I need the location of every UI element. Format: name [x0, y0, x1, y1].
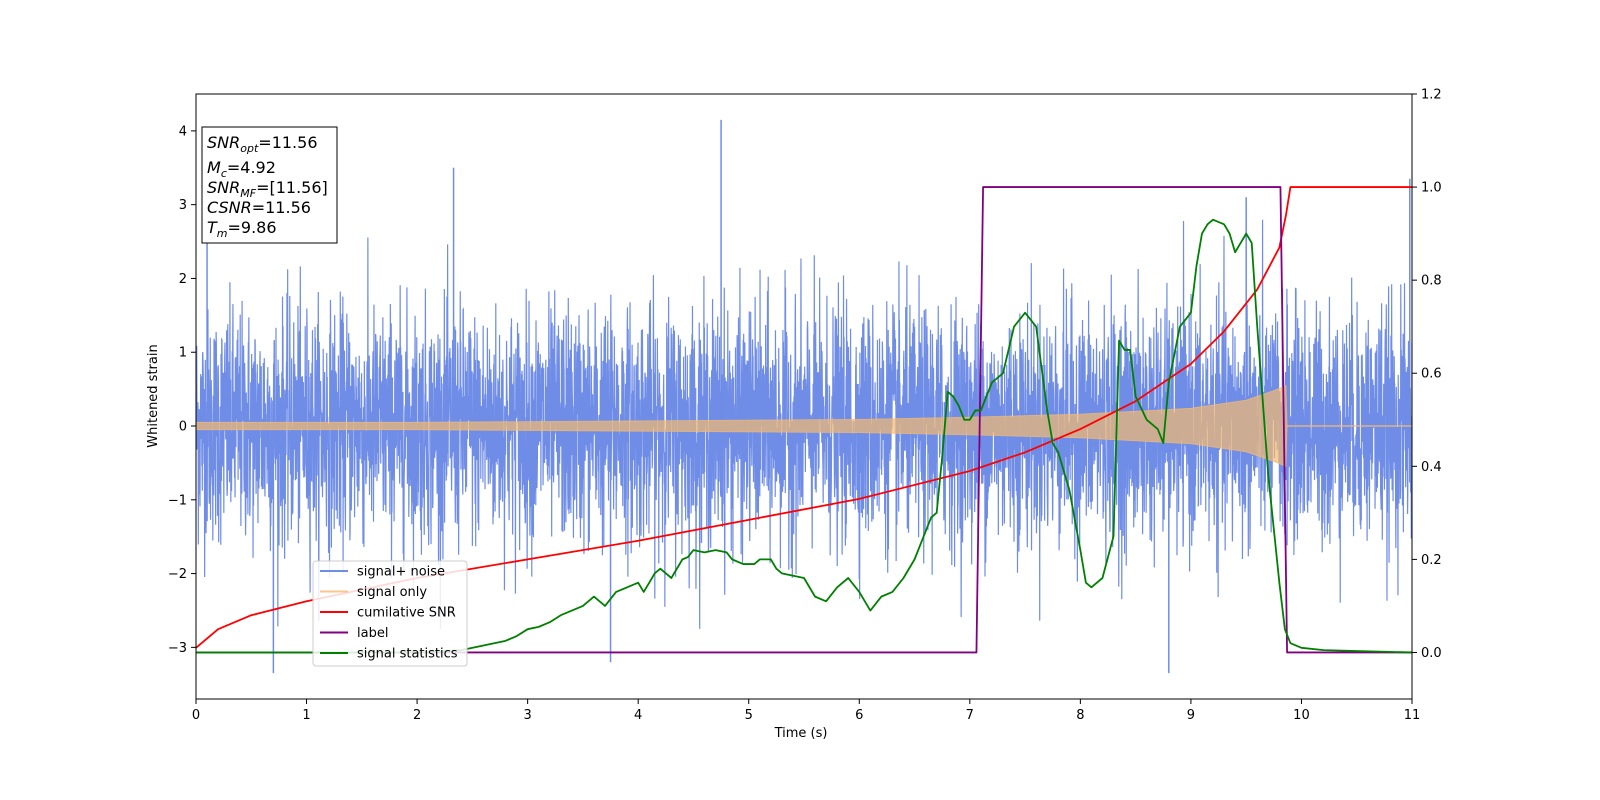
x-tick-label: 7	[966, 708, 974, 723]
y-tick-label-right: 1.0	[1421, 181, 1442, 196]
y-tick-label-right: 0.2	[1421, 553, 1442, 568]
x-tick-label: 5	[745, 708, 753, 723]
y-tick-label-left: 1	[179, 346, 187, 361]
y-tick-label-right: 0.0	[1421, 646, 1442, 661]
legend-label: cumilative SNR	[357, 606, 456, 621]
plot-frame	[195, 93, 1413, 700]
x-tick-label: 9	[1187, 708, 1195, 723]
y-tick-label-left: 2	[179, 272, 187, 287]
x-tick-label: 8	[1076, 708, 1084, 723]
y-tick-label-right: 0.8	[1421, 274, 1442, 289]
info-snr-opt: SNRopt=11.56	[207, 133, 318, 155]
info-box: SNRopt=11.56 Mc=4.92 SNRMF=[11.56] CSNR=…	[201, 126, 338, 244]
y-tick-label-right: 0.4	[1421, 460, 1442, 475]
x-tick-label: 10	[1293, 708, 1310, 723]
legend-label: signal+ noise	[357, 565, 445, 580]
legend-frame	[312, 560, 468, 667]
legend-label: signal only	[357, 585, 427, 600]
plot-area	[196, 119, 1412, 674]
info-tm: Tm=9.86	[207, 218, 277, 240]
y-tick-label-left: −1	[168, 493, 187, 508]
x-tick-label: 3	[523, 708, 531, 723]
x-tick-label: 6	[855, 708, 863, 723]
info-mc: Mc=4.92	[207, 158, 276, 180]
x-tick-label: 11	[1404, 708, 1421, 723]
info-csnr: CSNR=11.56	[207, 198, 311, 217]
x-tick-label: 2	[413, 708, 421, 723]
y-tick-label-left: −2	[168, 567, 187, 582]
info-snr-mf: SNRMF=[11.56]	[207, 178, 328, 200]
info-box-frame	[201, 126, 338, 244]
y-tick-label-left: 4	[179, 124, 187, 139]
legend: signal+ noise signal only cumilative SNR la…	[312, 560, 468, 667]
y-axis-label: Whitened strain	[146, 344, 161, 447]
y-tick-label-right: 0.6	[1421, 367, 1442, 382]
series-signal-statistics	[196, 218, 1412, 654]
series-label	[196, 186, 1412, 654]
y-tick-label-left: −3	[168, 641, 187, 656]
x-axis-label: Time (s)	[774, 726, 828, 741]
x-tick-label: 0	[192, 708, 200, 723]
x-tick-label: 1	[302, 708, 310, 723]
y-tick-label-right: 1.2	[1421, 88, 1442, 103]
y-tick-label-left: 0	[179, 420, 187, 435]
legend-label: signal statistics	[357, 647, 458, 662]
legend-label: label	[357, 626, 388, 641]
y-tick-label-left: 3	[179, 198, 187, 213]
axes: 0 1 2 3 4 5 6 7 8 9 10 11 −3 −2 −1 0 1 2 3 4 0.0 0.2 0.4 0.6 0.8…	[168, 88, 1442, 724]
x-tick-label: 4	[634, 708, 642, 723]
